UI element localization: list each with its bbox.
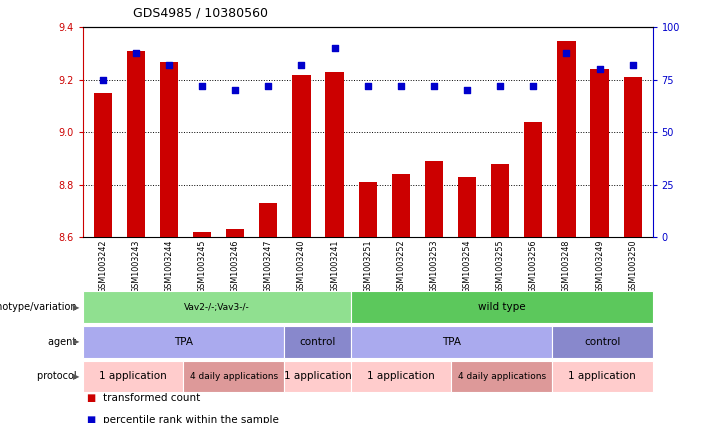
Point (428, 83, 440, 90)
Bar (351, 291, 653, 323)
Bar (557, 41, 575, 237)
Text: ▶: ▶ (73, 372, 79, 381)
Bar (183, 360, 284, 393)
Point (627, 62, 638, 69)
Bar (83, 360, 183, 393)
Point (97, 77, 109, 83)
Bar (325, 72, 344, 237)
Bar (226, 229, 244, 237)
Bar (358, 182, 377, 237)
Text: 1 application: 1 application (367, 371, 435, 382)
Text: GDS4985 / 10380560: GDS4985 / 10380560 (133, 6, 268, 19)
Point (329, 45, 340, 52)
Text: TPA: TPA (174, 337, 193, 347)
Text: TPA: TPA (442, 337, 461, 347)
Text: ■: ■ (87, 393, 96, 403)
Bar (524, 122, 542, 237)
Text: agent: agent (48, 337, 79, 347)
Text: ▶: ▶ (73, 337, 79, 346)
Point (362, 83, 373, 90)
Bar (552, 326, 653, 358)
Point (528, 83, 539, 90)
Text: percentile rank within the sample: percentile rank within the sample (103, 415, 279, 423)
Bar (590, 69, 609, 237)
Bar (451, 360, 552, 393)
Bar (624, 77, 642, 237)
Text: control: control (299, 337, 336, 347)
Bar (83, 291, 351, 323)
Text: 4 daily applications: 4 daily applications (458, 372, 546, 381)
Text: transformed count: transformed count (103, 393, 200, 403)
Bar (83, 326, 284, 358)
Bar (425, 161, 443, 237)
Text: ▶: ▶ (73, 302, 79, 312)
Point (495, 83, 506, 90)
Bar (351, 360, 451, 393)
Point (130, 49, 141, 56)
Bar (284, 326, 351, 358)
Bar (552, 360, 653, 393)
Bar (293, 74, 311, 237)
Bar (127, 51, 145, 237)
Bar (392, 174, 410, 237)
Text: ■: ■ (87, 415, 96, 423)
Text: protocol: protocol (37, 371, 79, 382)
Bar (160, 61, 178, 237)
Bar (94, 93, 112, 237)
Point (196, 83, 208, 90)
Point (163, 62, 174, 69)
Point (594, 66, 606, 73)
Text: Vav2-/-;Vav3-/-: Vav2-/-;Vav3-/- (184, 302, 249, 312)
Text: genotype/variation: genotype/variation (0, 302, 79, 312)
Bar (351, 326, 552, 358)
Bar (284, 360, 351, 393)
Point (561, 49, 572, 56)
Point (461, 87, 473, 94)
Point (229, 87, 241, 94)
Point (296, 62, 307, 69)
Text: 1 application: 1 application (99, 371, 167, 382)
Bar (193, 232, 211, 237)
Text: 4 daily applications: 4 daily applications (190, 372, 278, 381)
Point (262, 83, 274, 90)
Text: 1 application: 1 application (283, 371, 351, 382)
Bar (491, 164, 509, 237)
Bar (458, 177, 476, 237)
Point (395, 83, 407, 90)
Text: 1 application: 1 application (568, 371, 636, 382)
Bar (260, 203, 278, 237)
Text: wild type: wild type (478, 302, 526, 312)
Text: control: control (584, 337, 621, 347)
